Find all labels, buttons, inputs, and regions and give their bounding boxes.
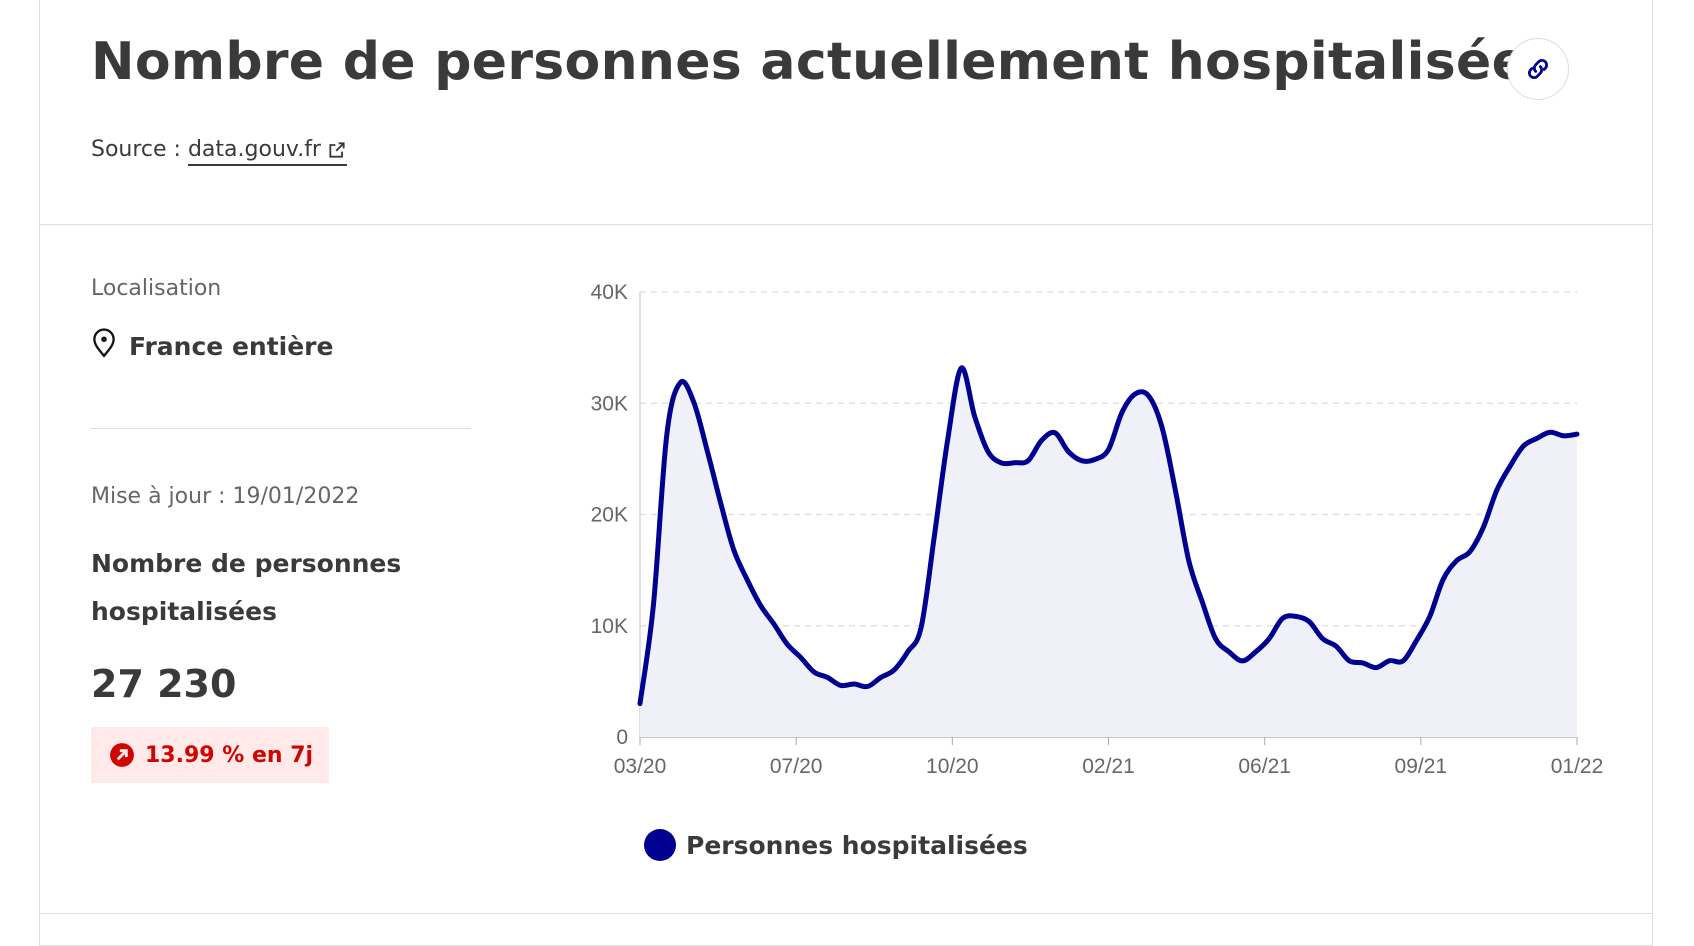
x-tick-label: 07/20: [770, 755, 823, 778]
chart-legend[interactable]: Personnes hospitalisées: [644, 829, 1028, 861]
source-line: Source : data.gouv.fr: [91, 137, 347, 166]
series-area: [640, 367, 1577, 737]
x-tick-label: 06/21: [1238, 755, 1291, 778]
y-tick-label: 30K: [591, 392, 628, 415]
source-prefix: Source :: [91, 137, 188, 162]
copy-link-button[interactable]: [1507, 38, 1569, 100]
x-tick-label: 01/22: [1551, 755, 1604, 778]
x-tick-label: 03/20: [614, 755, 667, 778]
y-tick-label: 40K: [591, 281, 628, 304]
trend-badge: 13.99 % en 7j: [91, 727, 330, 783]
legend-label: Personnes hospitalisées: [686, 830, 1028, 860]
y-tick-label: 10K: [591, 615, 628, 638]
map-pin-icon: [93, 327, 115, 358]
x-tick-label: 10/20: [926, 755, 979, 778]
card-header: Nombre de personnes actuellement hospita…: [40, 0, 1652, 224]
arrow-up-right-circle-icon: [110, 743, 134, 767]
location-selector[interactable]: France entière: [91, 327, 334, 361]
update-date: Mise à jour : 19/01/2022: [91, 484, 360, 509]
metric-label: Nombre de personnes hospitalisées: [91, 549, 402, 626]
bottom-divider: [40, 913, 1652, 914]
side-divider: [91, 428, 471, 429]
y-tick-label: 0: [616, 726, 628, 749]
source-link[interactable]: data.gouv.fr: [187, 137, 347, 166]
header-divider: [40, 224, 1652, 225]
x-tick-label: 02/21: [1082, 755, 1135, 778]
location-value: France entière: [129, 332, 334, 361]
location-label: Localisation: [91, 276, 222, 301]
source-link-text: data.gouv.fr: [187, 137, 321, 162]
external-link-icon: [329, 142, 345, 158]
trend-text: 13.99 % en 7j: [145, 742, 314, 768]
y-tick-label: 20K: [591, 504, 628, 527]
series-line: [637, 365, 1580, 707]
link-icon: [1527, 58, 1549, 80]
x-tick-label: 09/21: [1395, 755, 1448, 778]
chart-card: Nombre de personnes actuellement hospita…: [39, 0, 1653, 946]
page-title: Nombre de personnes actuellement hospita…: [91, 32, 1559, 92]
legend-marker: [644, 829, 676, 861]
metric-value: 27 230: [91, 662, 237, 706]
